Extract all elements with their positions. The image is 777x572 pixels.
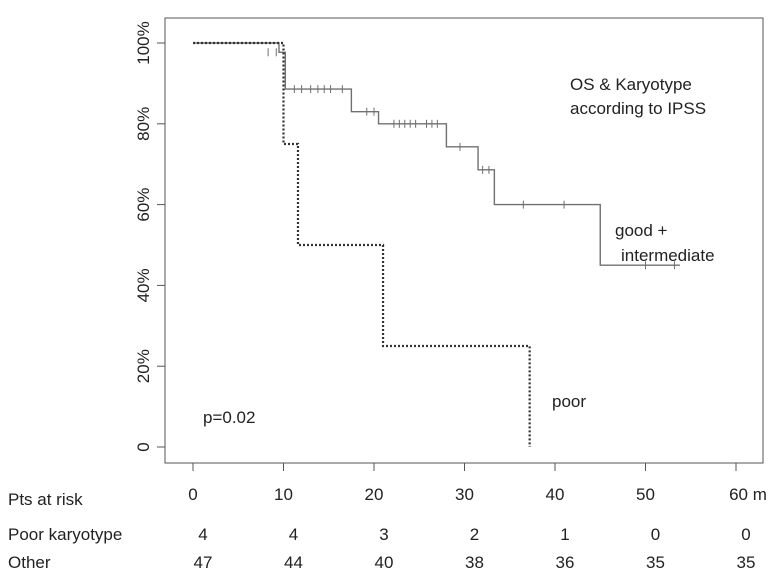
y-tick-label: 40% bbox=[134, 268, 153, 302]
p-value-label: p=0.02 bbox=[203, 408, 255, 427]
y-tick-label: 80% bbox=[134, 107, 153, 141]
poor-karyotype-curve bbox=[193, 41, 531, 447]
x-tick-label: 30 bbox=[455, 485, 474, 504]
y-tick-label: 100% bbox=[134, 21, 153, 64]
good-intermediate-label-line1: good + bbox=[615, 221, 668, 240]
risk-value-other: 35 bbox=[646, 553, 665, 572]
y-tick-label: 60% bbox=[134, 188, 153, 222]
x-tick-label: 20 bbox=[365, 485, 384, 504]
x-tick-label: 0 bbox=[188, 485, 197, 504]
good-intermediate-label-line2: intermediate bbox=[621, 246, 715, 265]
risk-value-poor: 2 bbox=[470, 525, 479, 544]
risk-value-other: 47 bbox=[194, 553, 213, 572]
y-tick-label: 0 bbox=[134, 442, 153, 451]
chart-annotation-title-line2: according to IPSS bbox=[570, 99, 706, 118]
poor-label: poor bbox=[552, 392, 586, 411]
y-axis-ticks: 0 20% 40% 60% 80% 100% bbox=[134, 21, 165, 452]
risk-value-poor: 4 bbox=[198, 525, 207, 544]
risk-value-other: 40 bbox=[375, 553, 394, 572]
x-tick-label: 60 m bbox=[729, 485, 767, 504]
risk-value-poor: 3 bbox=[379, 525, 388, 544]
risk-value-other: 35 bbox=[737, 553, 756, 572]
risk-value-other: 38 bbox=[465, 553, 484, 572]
y-tick-label: 20% bbox=[134, 349, 153, 383]
x-tick-label: 40 bbox=[546, 485, 565, 504]
risk-value-other: 44 bbox=[284, 553, 303, 572]
x-tick-label: 50 bbox=[636, 485, 655, 504]
chart-annotation-title-line1: OS & Karyotype bbox=[570, 75, 692, 94]
good-intermediate-curve bbox=[193, 42, 680, 266]
risk-row-label-poor: Poor karyotype bbox=[8, 525, 122, 544]
risk-table-values: 4 4 3 2 1 0 047 44 40 38 36 35 35 bbox=[194, 525, 756, 572]
survival-curves bbox=[193, 41, 680, 447]
x-tick-label: 10 bbox=[274, 485, 293, 504]
risk-value-poor: 0 bbox=[741, 525, 750, 544]
risk-table-header: Pts at risk bbox=[8, 490, 83, 509]
risk-value-poor: 4 bbox=[289, 525, 298, 544]
risk-value-other: 36 bbox=[556, 553, 575, 572]
x-axis-ticks: 0 10 20 30 40 50 60 m bbox=[188, 463, 767, 504]
risk-value-poor: 1 bbox=[560, 525, 569, 544]
risk-value-poor: 0 bbox=[651, 525, 660, 544]
risk-row-label-other: Other bbox=[8, 553, 51, 572]
